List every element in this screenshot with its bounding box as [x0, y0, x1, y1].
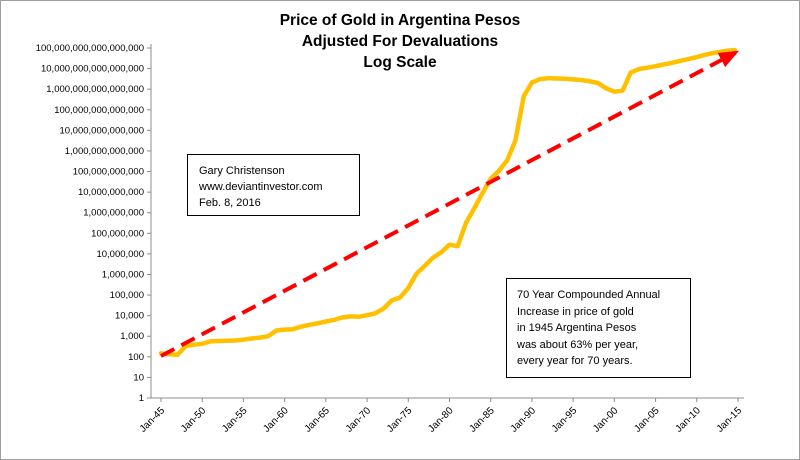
- credit-website: www.deviantinvestor.com: [199, 181, 323, 193]
- y-tick-label: 10,000,000,000: [78, 187, 144, 198]
- y-tick-label: 10: [133, 372, 144, 383]
- x-tick-label: Jan-45: [138, 405, 168, 435]
- x-tick-label: Jan-05: [632, 405, 662, 435]
- x-tick-label: Jan-65: [303, 405, 333, 435]
- x-tick-label: Jan-15: [715, 405, 745, 435]
- x-tick-label: Jan-50: [179, 405, 209, 435]
- y-tick-label: 100: [128, 352, 144, 363]
- x-tick-label: Jan-95: [550, 405, 580, 435]
- chart-title-line-2: Adjusted For Devaluations: [301, 33, 499, 50]
- credit-date: Feb. 8, 2016: [199, 197, 261, 209]
- y-tick-label: 1,000,000,000,000,000: [46, 84, 144, 95]
- y-tick-label: 10,000,000,000,000: [59, 125, 144, 136]
- y-tick-label: 10,000: [115, 311, 144, 322]
- x-tick-label: Jan-70: [344, 405, 374, 435]
- y-tick-label: 10,000,000: [96, 249, 144, 260]
- y-tick-label: 100,000,000,000,000: [54, 105, 144, 116]
- x-tick-label: Jan-90: [509, 405, 539, 435]
- series-gold-price-in-1945-pesos: [158, 47, 737, 358]
- y-tick-label: 1,000,000,000: [83, 208, 144, 219]
- note-line-3: in 1945 Argentina Pesos: [517, 322, 637, 334]
- y-tick-label: 100,000: [110, 290, 144, 301]
- note-line-2: Increase in price of gold: [517, 305, 634, 318]
- x-tick-label: Jan-10: [674, 405, 704, 435]
- credit-author: Gary Christenson: [199, 165, 285, 177]
- note-line-5: every year for 70 years.: [517, 355, 633, 367]
- y-tick-label: 1: [139, 393, 144, 404]
- chart-title-line-3: Log Scale: [363, 54, 437, 71]
- note-line-4: was about 63% per year,: [517, 338, 639, 351]
- x-tick-label: Jan-00: [591, 405, 621, 435]
- chart-title: Price of Gold in Argentina Pesos Adjuste…: [1, 10, 799, 73]
- x-tick-label: Jan-60: [261, 405, 291, 435]
- x-tick-label: Jan-85: [467, 405, 497, 435]
- y-tick-label: 100,000,000,000,000,000: [36, 43, 144, 54]
- x-tick-label: Jan-80: [426, 405, 456, 435]
- y-tick-label: 10,000,000,000,000,000: [41, 64, 144, 75]
- note-line-1: 70 Year Compounded Annual: [517, 289, 661, 301]
- x-tick-label: Jan-75: [385, 405, 415, 435]
- series-63-percent-compounded-trend: [160, 50, 740, 358]
- y-tick-label: 1,000,000,000,000: [65, 146, 144, 157]
- y-tick-label: 1,000,000: [102, 269, 144, 280]
- y-tick-label: 100,000,000,000: [73, 167, 144, 178]
- credit-box: Gary Christenson www.deviantinvestor.com…: [187, 154, 360, 216]
- y-tick-label: 100,000,000: [91, 228, 144, 239]
- chart-title-line-1: Price of Gold in Argentina Pesos: [279, 12, 521, 29]
- note-box: 70 Year Compounded Annual Increase in pr…: [506, 278, 691, 378]
- y-tick-label: 1,000: [120, 331, 144, 342]
- x-tick-label: Jan-55: [220, 405, 250, 435]
